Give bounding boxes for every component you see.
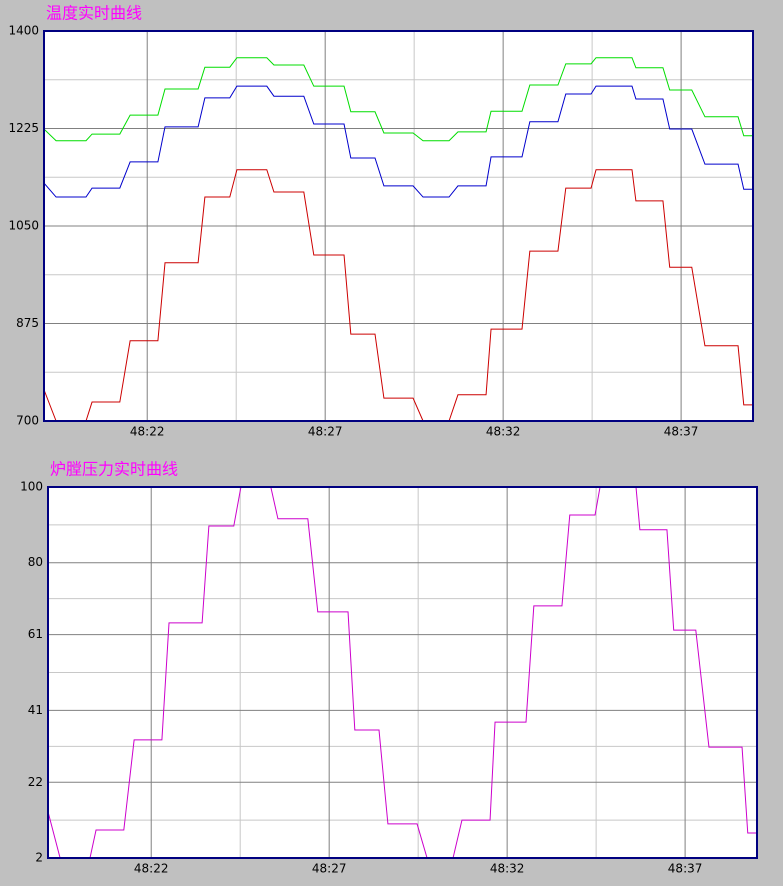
x-tick-label: 48:22 — [130, 425, 165, 439]
y-tick-label: 22 — [28, 775, 43, 789]
data-line — [48, 487, 757, 858]
x-tick-label: 48:27 — [312, 862, 347, 876]
y-tick-label: 1225 — [8, 121, 39, 135]
plot-frame — [47, 486, 758, 859]
y-tick-label: 1050 — [8, 219, 39, 233]
chart-title: 温度实时曲线 — [46, 4, 142, 23]
x-tick-label: 48:32 — [486, 425, 521, 439]
x-tick-label: 48:22 — [134, 862, 169, 876]
y-tick-label: 2 — [35, 851, 43, 865]
x-tick-label: 48:32 — [490, 862, 525, 876]
x-tick-label: 48:37 — [668, 862, 703, 876]
data-line — [44, 57, 753, 142]
data-line — [44, 169, 753, 421]
chart: 温度实时曲线 700 875 1050 1225 1400 48:22 48:27 48:32 4… — [8, 4, 754, 439]
x-tick-label: 48:37 — [664, 425, 699, 439]
y-tick-label: 875 — [16, 316, 39, 330]
y-tick-label: 100 — [20, 480, 43, 494]
y-tick-label: 41 — [28, 703, 43, 717]
chart-title: 炉膛压力实时曲线 — [50, 460, 178, 479]
y-tick-label: 61 — [28, 627, 43, 641]
y-tick-label: 700 — [16, 414, 39, 428]
y-tick-label: 1400 — [8, 24, 39, 38]
data-line — [44, 85, 753, 198]
x-tick-label: 48:27 — [308, 425, 343, 439]
y-tick-label: 80 — [28, 555, 43, 569]
plot-frame — [43, 30, 754, 422]
